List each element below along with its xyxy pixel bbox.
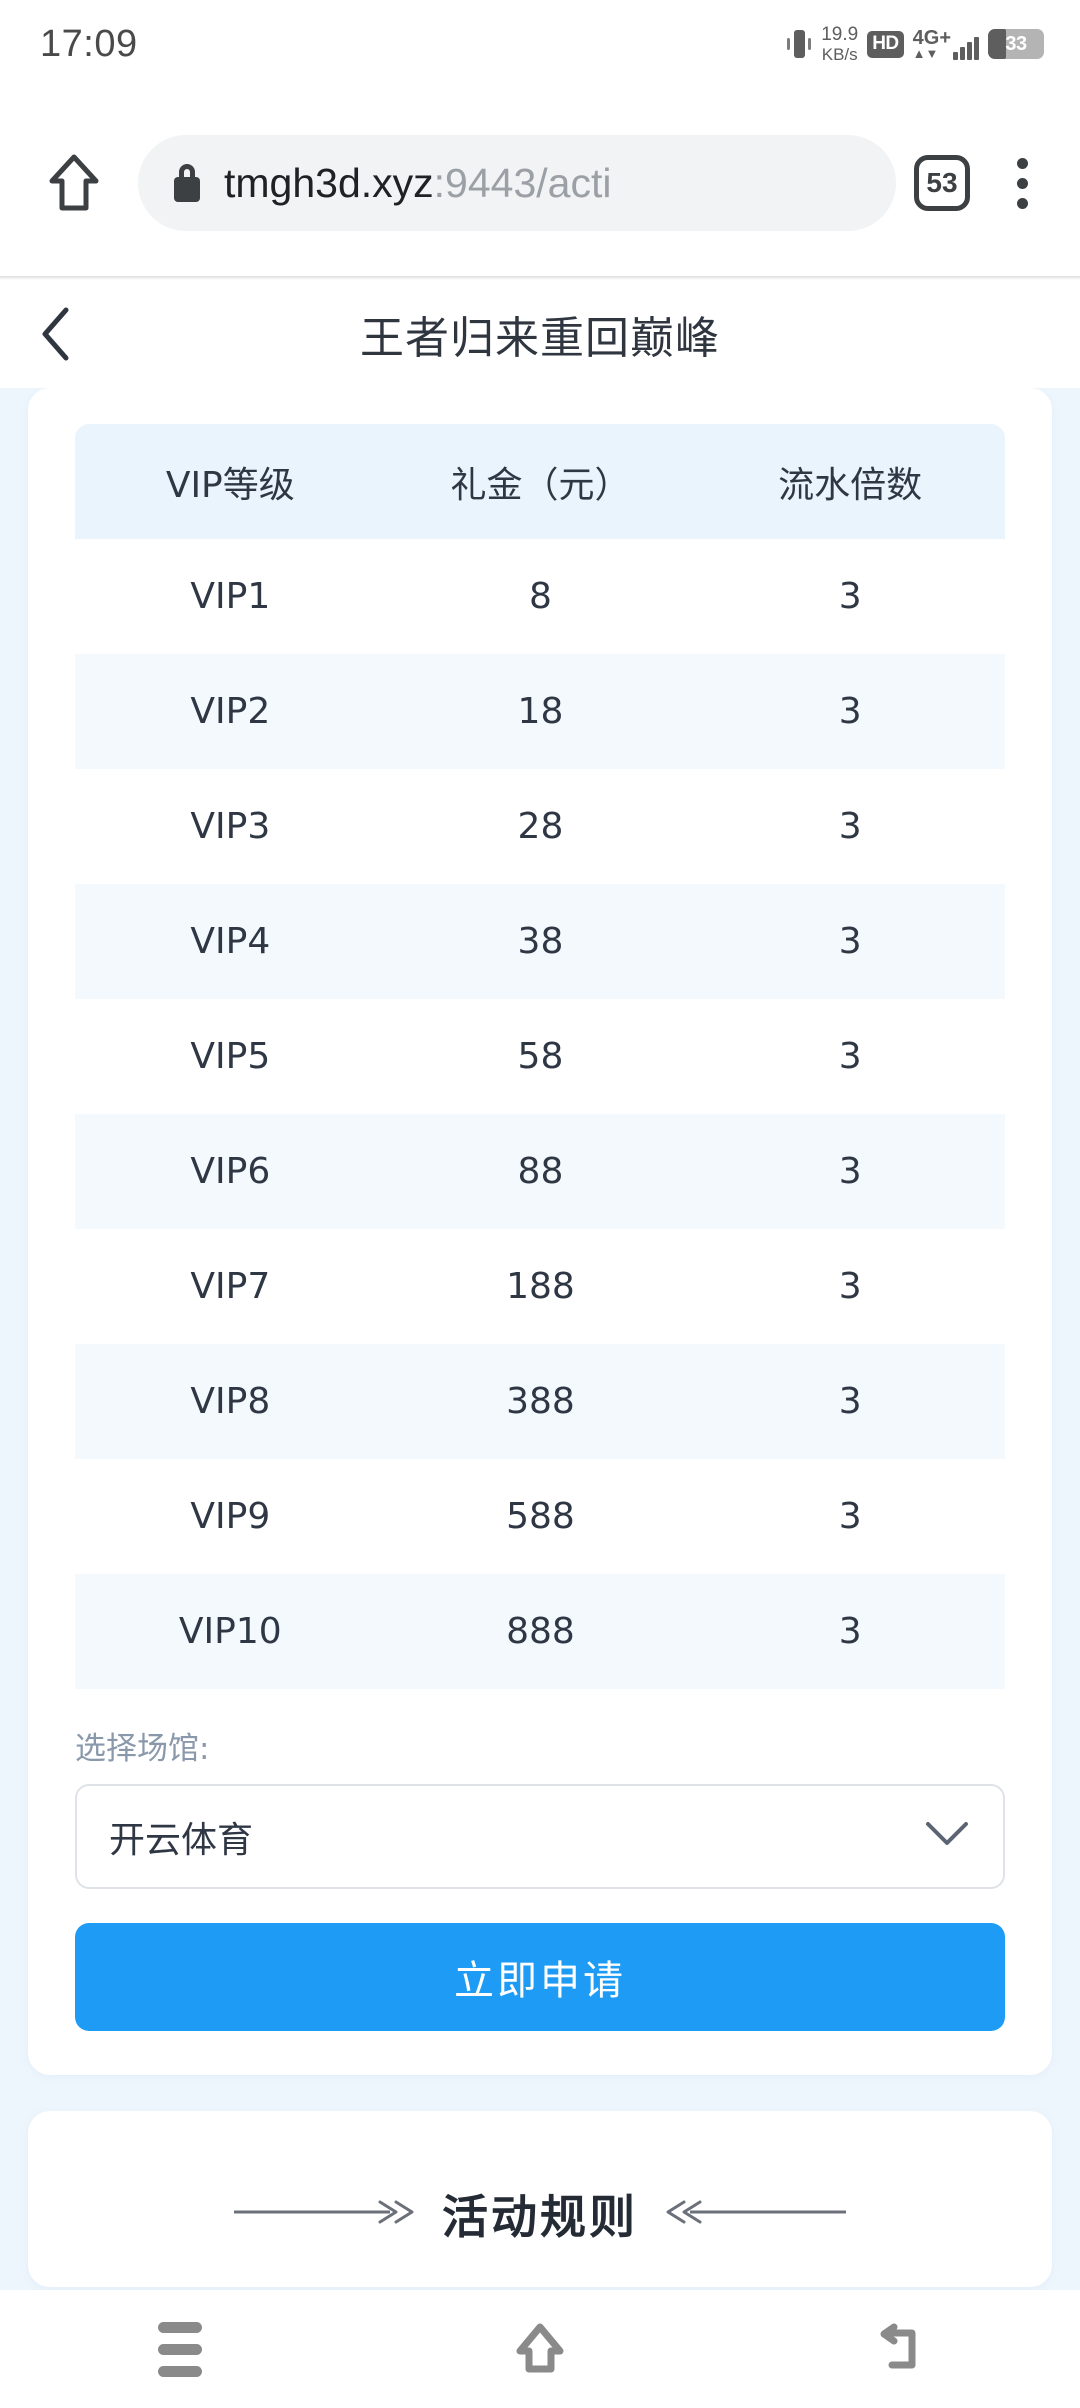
column-header-bonus: 礼金（元） (450, 464, 631, 506)
recents-icon[interactable] (110, 2290, 250, 2408)
chevron-down-icon (925, 1821, 969, 1852)
cell-vip-level: VIP10 (178, 1611, 282, 1652)
android-navigation-bar (0, 2290, 1080, 2408)
network-speed-unit: KB/s (821, 45, 858, 64)
vibrate-icon (786, 27, 812, 61)
cell-turnover: 3 (838, 806, 862, 847)
rules-title: 活动规则 (442, 2190, 638, 2244)
table-row: VIP4 38 3 (75, 884, 1005, 999)
cell-bonus: 18 (517, 691, 564, 732)
column-header-turnover: 流水倍数 (778, 464, 923, 506)
cell-bonus: 8 (529, 576, 552, 617)
cell-turnover: 3 (838, 921, 862, 962)
venue-selected-value: 开云体育 (109, 1819, 254, 1861)
page-title: 王者归来重回巅峰 (360, 313, 720, 364)
cell-vip-level: VIP7 (190, 1266, 271, 1307)
cell-turnover: 3 (838, 1266, 862, 1307)
back-icon[interactable] (830, 2290, 970, 2408)
cell-turnover: 3 (838, 691, 862, 732)
cell-vip-level: VIP9 (190, 1496, 271, 1537)
cell-bonus: 188 (506, 1266, 575, 1307)
table-row: VIP2 18 3 (75, 654, 1005, 769)
table-row: VIP7 188 3 (75, 1229, 1005, 1344)
apply-button-label: 立即申请 (454, 1958, 626, 2004)
table-row: VIP1 8 3 (75, 539, 1005, 654)
cell-turnover: 3 (838, 1496, 862, 1537)
network-type-label: 4G+ (912, 27, 951, 50)
overflow-menu-icon[interactable] (992, 148, 1052, 218)
hd-icon: HD (867, 30, 904, 58)
status-time: 17:09 (40, 22, 138, 65)
cell-turnover: 3 (838, 1036, 862, 1077)
page-content: VIP等级 礼金（元） 流水倍数 VIP1 8 3 VIP2 18 3 VIP3… (0, 388, 1080, 2290)
vip-card: VIP等级 礼金（元） 流水倍数 VIP1 8 3 VIP2 18 3 VIP3… (28, 388, 1052, 2075)
cell-bonus: 388 (506, 1381, 575, 1422)
cell-vip-level: VIP8 (190, 1381, 271, 1422)
cell-turnover: 3 (838, 1381, 862, 1422)
status-icons: 19.9 KB/s HD 4G+ ▲▼ 33 (786, 25, 1044, 63)
home-icon[interactable] (470, 2290, 610, 2408)
cell-vip-level: VIP6 (190, 1151, 271, 1192)
chrome-divider (0, 276, 1080, 280)
address-bar[interactable]: tmgh3d.xyz:9443/acti (138, 135, 896, 231)
cell-vip-level: VIP3 (190, 806, 271, 847)
cell-turnover: 3 (838, 1151, 862, 1192)
table-header-row: VIP等级 礼金（元） 流水倍数 (75, 424, 1005, 539)
cell-bonus: 38 (517, 921, 564, 962)
home-icon[interactable] (32, 141, 116, 225)
network-speed-value: 19.9 (821, 24, 859, 45)
back-chevron-icon[interactable] (0, 280, 110, 388)
arrow-right-line-icon (230, 2197, 420, 2232)
venue-label: 选择场馆: (75, 1731, 210, 1767)
cell-bonus: 28 (517, 806, 564, 847)
cell-bonus: 88 (517, 1151, 564, 1192)
table-row: VIP8 388 3 (75, 1344, 1005, 1459)
cell-turnover: 3 (838, 576, 862, 617)
cell-bonus: 888 (506, 1611, 575, 1652)
browser-toolbar: tmgh3d.xyz:9443/acti 53 (0, 88, 1080, 278)
data-arrows-icon: ▲▼ (912, 46, 939, 62)
cell-vip-level: VIP1 (190, 576, 271, 617)
status-bar: 17:09 19.9 KB/s HD 4G+ ▲▼ 33 (0, 0, 1080, 88)
table-row: VIP9 588 3 (75, 1459, 1005, 1574)
cell-bonus: 58 (517, 1036, 564, 1077)
network-speed-indicator: 19.9 KB/s (821, 25, 858, 63)
cell-vip-level: VIP4 (190, 921, 271, 962)
page-header: 王者归来重回巅峰 (0, 280, 1080, 388)
rules-heading: 活动规则 (28, 2181, 1052, 2247)
apply-button[interactable]: 立即申请 (75, 1923, 1005, 2031)
signal-bars-icon: 4G+ ▲▼ (912, 27, 979, 62)
table-row: VIP5 58 3 (75, 999, 1005, 1114)
url-path: :9443/acti (433, 159, 612, 206)
column-header-vip-level: VIP等级 (165, 464, 295, 506)
arrow-left-line-icon (660, 2197, 850, 2232)
table-row: VIP10 888 3 (75, 1574, 1005, 1689)
cell-vip-level: VIP5 (190, 1036, 271, 1077)
cell-turnover: 3 (838, 1611, 862, 1652)
table-row: VIP6 88 3 (75, 1114, 1005, 1229)
cell-vip-level: VIP2 (190, 691, 271, 732)
table-row: VIP3 28 3 (75, 769, 1005, 884)
tab-counter-button[interactable]: 53 (914, 155, 970, 211)
cell-bonus: 588 (506, 1496, 575, 1537)
venue-select[interactable]: 开云体育 (75, 1784, 1005, 1889)
url-host: tmgh3d.xyz (224, 159, 434, 206)
battery-icon: 33 (988, 29, 1044, 59)
battery-level: 33 (1005, 32, 1027, 55)
lock-icon (172, 164, 202, 202)
vip-table: VIP等级 礼金（元） 流水倍数 VIP1 8 3 VIP2 18 3 VIP3… (75, 424, 1005, 1689)
url-text: tmgh3d.xyz:9443/acti (224, 160, 611, 207)
rules-card: 活动规则 (28, 2111, 1052, 2287)
